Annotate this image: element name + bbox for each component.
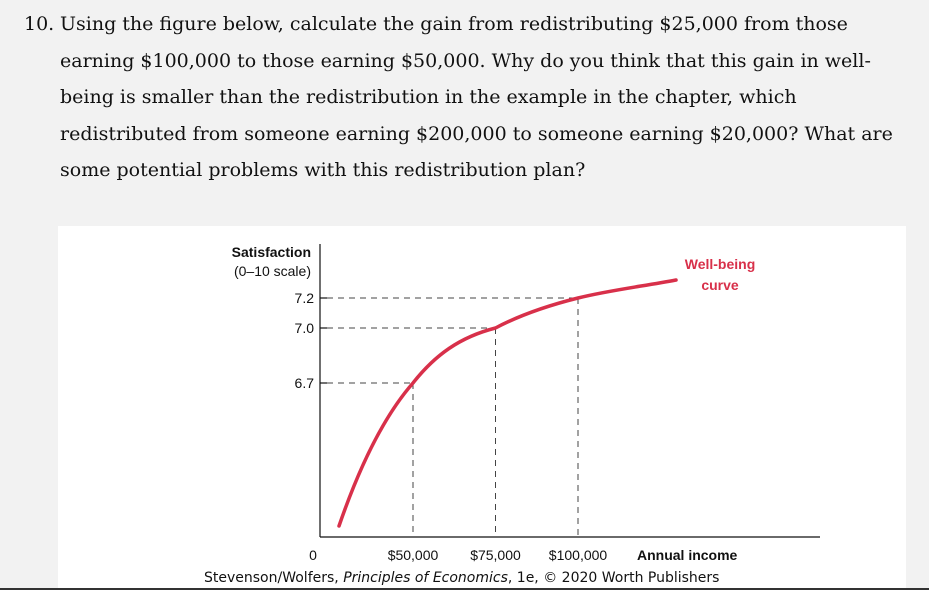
caption-title: Principles of Economics [343, 570, 508, 586]
question-text: Using the figure below, calculate the ga… [60, 13, 893, 181]
curve-label-line1: Well-being [685, 256, 756, 272]
x-tick-label: $75,000 [470, 547, 521, 563]
well-being-curve [337, 278, 678, 528]
x-axis-label: Annual income [637, 547, 738, 563]
question-number: 10. [24, 13, 55, 35]
y-axis-label-line1: Satisfaction [232, 244, 311, 260]
caption-authors: Stevenson/Wolfers, [204, 570, 344, 586]
caption-rest: , 1e, © 2020 Worth Publishers [507, 570, 720, 586]
figure-caption: Stevenson/Wolfers, Principles of Economi… [204, 570, 719, 586]
x-origin-label: 0 [309, 547, 317, 563]
y-tick-label: 7.2 [295, 290, 315, 306]
x-tick-label: $100,000 [549, 547, 608, 563]
figure-panel [58, 226, 906, 590]
x-tick-group: $50,000 $75,000 $100,000 [388, 547, 608, 563]
curve-label-line2: curve [701, 277, 739, 293]
y-axis-label-line2: (0–10 scale) [234, 263, 311, 279]
y-tick-group: 6.7 7.0 7.2 [295, 290, 327, 391]
y-tick-label: 7.0 [295, 320, 315, 336]
reference-dashes [327, 297, 579, 537]
x-tick-label: $50,000 [388, 547, 439, 563]
bottom-rule [0, 588, 929, 590]
question-block: 10. Using the figure below, calculate th… [24, 6, 914, 189]
y-tick-label: 6.7 [295, 375, 315, 391]
